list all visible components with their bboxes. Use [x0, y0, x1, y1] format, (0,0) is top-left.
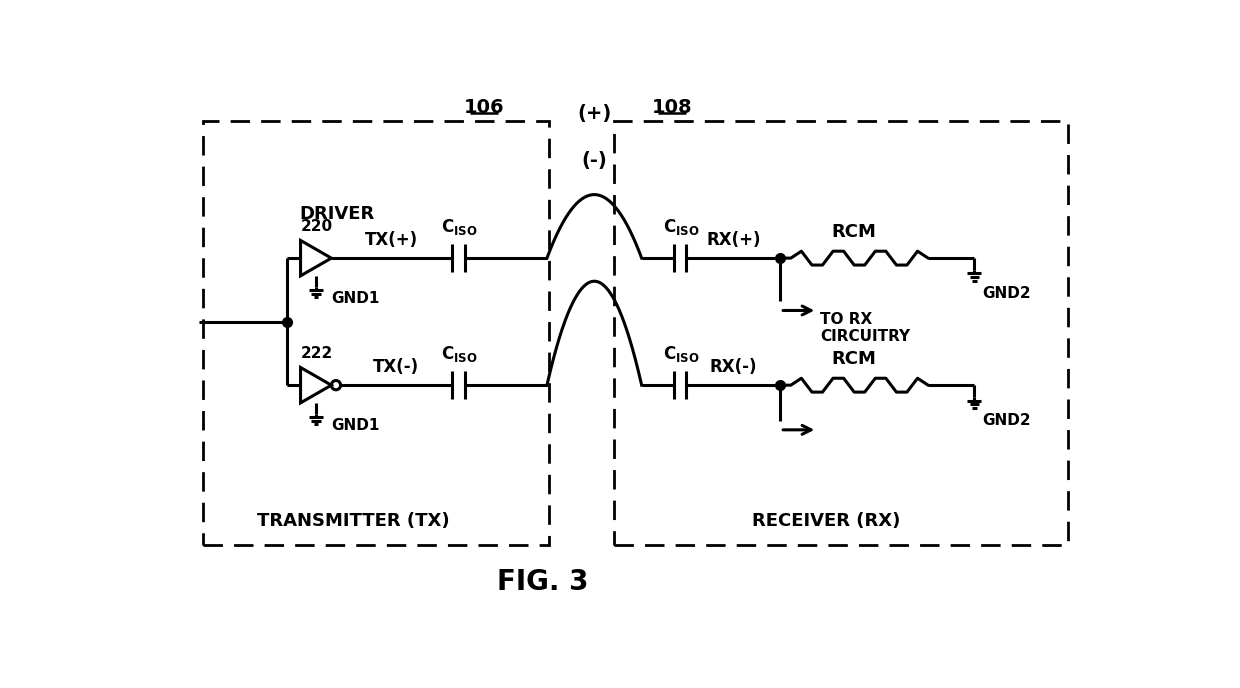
Text: FIG. 3: FIG. 3 [497, 568, 589, 596]
Text: 222: 222 [300, 346, 332, 361]
Text: 108: 108 [651, 98, 692, 117]
Text: 220: 220 [301, 219, 332, 234]
Text: RECEIVER (RX): RECEIVER (RX) [751, 513, 900, 530]
Text: RX(-): RX(-) [709, 358, 758, 376]
Text: $\mathbf{C_{ISO}}$: $\mathbf{C_{ISO}}$ [662, 343, 699, 364]
Text: $\mathbf{C_{ISO}}$: $\mathbf{C_{ISO}}$ [662, 217, 699, 237]
Text: RCM: RCM [832, 350, 877, 368]
Text: (+): (+) [577, 105, 611, 123]
Text: GND1: GND1 [331, 292, 379, 306]
Text: TRANSMITTER (TX): TRANSMITTER (TX) [257, 513, 449, 530]
Bar [203, 121, 549, 545]
Text: GND1: GND1 [331, 418, 379, 433]
Text: 106: 106 [464, 98, 505, 117]
Text: RCM: RCM [832, 223, 877, 241]
Text: (-): (-) [582, 151, 608, 169]
Bar [614, 121, 1068, 545]
Text: TX(-): TX(-) [373, 358, 419, 376]
Text: DRIVER: DRIVER [299, 206, 374, 224]
Text: TX(+): TX(+) [366, 231, 418, 249]
Text: $\mathbf{C_{ISO}}$: $\mathbf{C_{ISO}}$ [441, 217, 477, 237]
Text: RX(+): RX(+) [706, 231, 760, 249]
Text: GND2: GND2 [982, 286, 1030, 301]
Text: TO RX
CIRCUITRY: TO RX CIRCUITRY [821, 312, 910, 345]
Text: $\mathbf{C_{ISO}}$: $\mathbf{C_{ISO}}$ [441, 343, 477, 364]
Text: GND2: GND2 [982, 413, 1030, 428]
